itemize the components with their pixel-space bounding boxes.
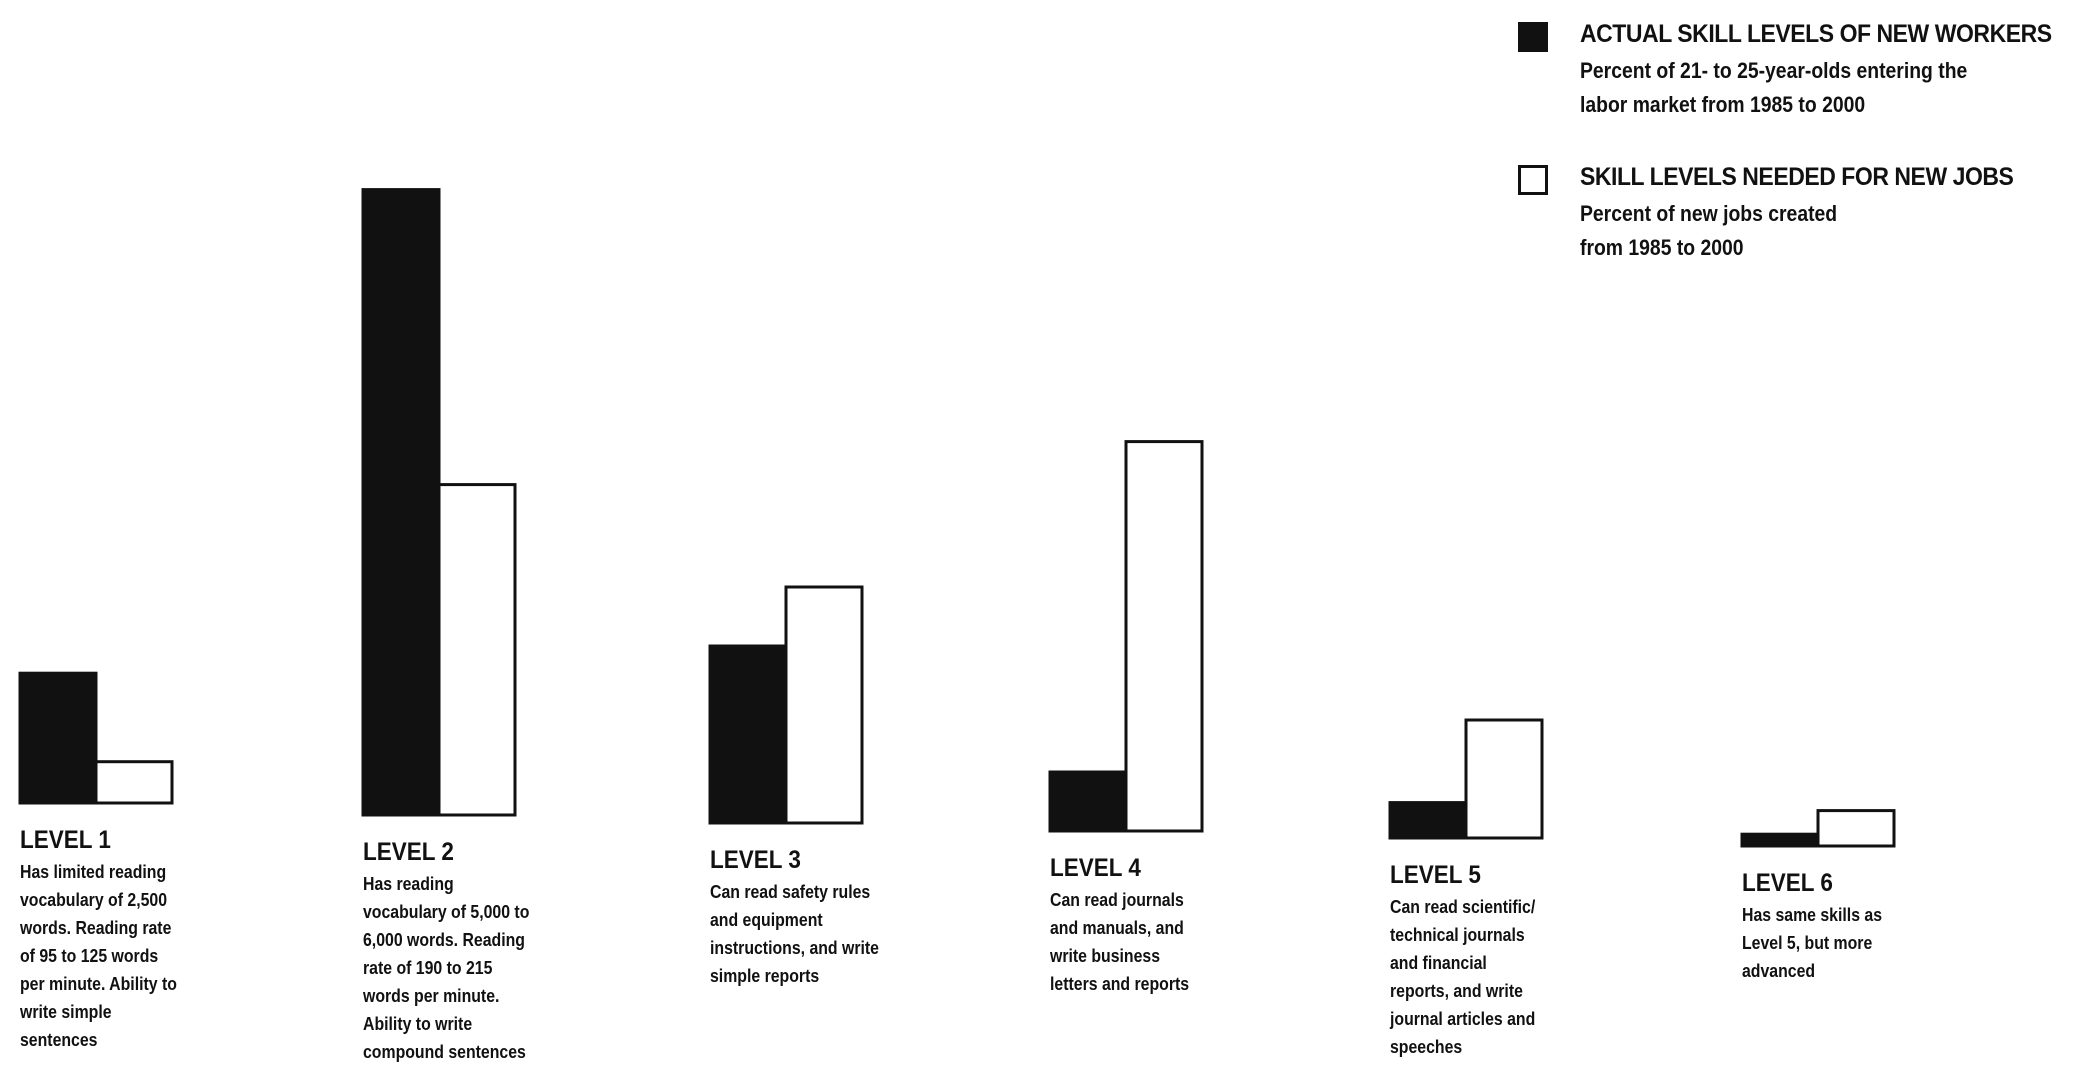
category-description-line: Has limited reading <box>20 862 167 882</box>
category-description-line: and equipment <box>710 910 823 930</box>
bar-actual-level-1 <box>18 671 98 805</box>
category-label-level-4: LEVEL 4 Can read journals and manuals, and… <box>1050 853 1208 998</box>
category-label-level-5: LEVEL 5 Can read scientific/technical jou… <box>1390 860 1555 1061</box>
category-description-line: Has reading <box>363 874 454 894</box>
category-description-line: instructions, and write <box>710 938 879 958</box>
bar-needed-level-1 <box>94 760 174 805</box>
legend-description-line: Percent of new jobs created <box>1580 201 1838 226</box>
category-description-line: advanced <box>1742 961 1816 981</box>
category-label-level-2: LEVEL 2 Has reading vocabulary of 5,000 to… <box>363 837 552 1066</box>
legend-description-line: from 1985 to 2000 <box>1580 235 1744 260</box>
category-description-line: write business <box>1050 946 1161 966</box>
category-description-line: Can read safety rules <box>710 882 871 902</box>
category-description-line: compound sentences <box>363 1042 526 1062</box>
category-description-line: 6,000 words. Reading <box>363 930 525 950</box>
category-description-line: words. Reading rate <box>20 918 172 938</box>
legend-swatch-needed <box>1518 165 1548 195</box>
category-description-line: vocabulary of 5,000 to <box>363 902 530 922</box>
category-description-line: Has same skills as <box>1742 905 1883 925</box>
bar-needed-level-3 <box>784 585 864 825</box>
category-label-level-3: LEVEL 3 Can read safety rules and equipmen… <box>710 845 902 990</box>
category-description: Has limited reading vocabulary of 2,500 wo… <box>20 858 177 1054</box>
legend-label-actual: ACTUAL SKILL LEVELS OF NEW WORKERS <box>1580 20 2052 48</box>
category-description-line: technical journals <box>1390 925 1525 945</box>
category-label-level-6: LEVEL 6 Has same skills as Level 5, but mo… <box>1742 868 1901 985</box>
legend-description-line: labor market from 1985 to 2000 <box>1580 92 1866 117</box>
bar-needed-level-5 <box>1464 718 1544 840</box>
category-description-line: words per minute. <box>363 986 500 1006</box>
category-description-line: Can read scientific/ <box>1390 897 1536 917</box>
category-description-line: journal articles and <box>1390 1009 1536 1029</box>
legend-description-line: Percent of 21- to 25-year-olds entering … <box>1580 58 1968 83</box>
bar-actual-level-6 <box>1740 832 1820 848</box>
category-description-line: per minute. Ability to <box>20 974 177 994</box>
category-description-line: write simple <box>20 1002 112 1022</box>
category-title: LEVEL 6 <box>1742 869 1833 897</box>
category-description: Can read journals and manuals, and write b… <box>1050 886 1189 998</box>
category-description-line: simple reports <box>710 966 820 986</box>
category-title: LEVEL 4 <box>1050 854 1141 882</box>
category-description-line: Level 5, but more <box>1742 933 1873 953</box>
bar-actual-level-5 <box>1388 801 1468 840</box>
category-title: LEVEL 3 <box>710 846 801 874</box>
bar-needed-level-2 <box>437 483 517 817</box>
category-description: Can read scientific/technical journals an… <box>1390 893 1535 1061</box>
category-title: LEVEL 2 <box>363 838 454 866</box>
bar-actual-level-2 <box>361 188 441 817</box>
category-description-line: reports, and write <box>1390 981 1523 1001</box>
category-label-level-1: LEVEL 1 Has limited reading vocabulary of … <box>20 825 198 1054</box>
category-title: LEVEL 1 <box>20 826 111 854</box>
category-description: Can read safety rules and equipment instru… <box>710 878 879 990</box>
category-description-line: rate of 190 to 215 <box>363 958 493 978</box>
legend-label-needed: SKILL LEVELS NEEDED FOR NEW JOBS <box>1580 163 2014 191</box>
category-title: LEVEL 5 <box>1390 861 1481 889</box>
legend-description-needed: Percent of new jobs created from 1985 to… <box>1580 197 2020 265</box>
category-description-line: and manuals, and <box>1050 918 1184 938</box>
bar-needed-level-4 <box>1124 440 1204 833</box>
category-description: Has reading vocabulary of 5,000 to 6,000 w… <box>363 870 529 1066</box>
category-description-line: letters and reports <box>1050 974 1190 994</box>
category-description-line: sentences <box>20 1030 98 1050</box>
category-description: Has same skills as Level 5, but more advan… <box>1742 901 1882 985</box>
category-description-line: vocabulary of 2,500 <box>20 890 168 910</box>
bar-actual-level-4 <box>1048 770 1128 833</box>
category-description-line: of 95 to 125 words <box>20 946 159 966</box>
category-description-line: speeches <box>1390 1037 1463 1057</box>
bar-needed-level-6 <box>1816 809 1896 848</box>
bar-actual-level-3 <box>708 644 788 825</box>
legend-swatch-actual <box>1518 22 1548 52</box>
category-description-line: Can read journals <box>1050 890 1184 910</box>
category-description-line: Ability to write <box>363 1014 473 1034</box>
category-description-line: and financial <box>1390 953 1487 973</box>
legend-description-actual: Percent of 21- to 25-year-olds entering … <box>1580 54 2020 122</box>
